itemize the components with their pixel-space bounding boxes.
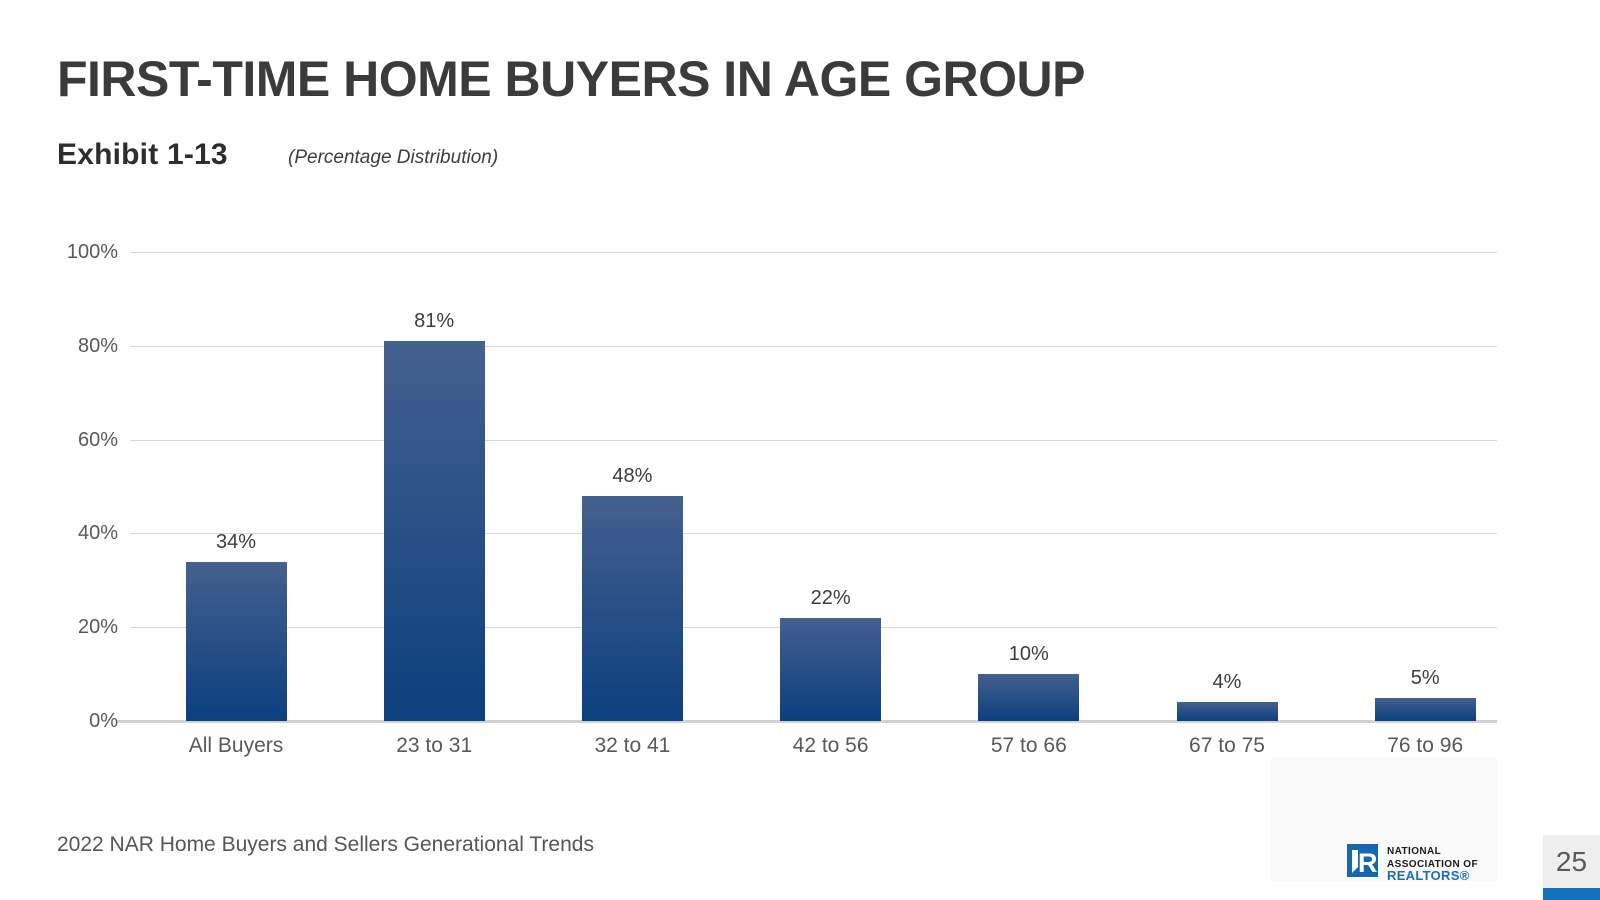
bar-value-label: 22% [810,586,851,609]
nar-logo-line2: ASSOCIATION OF [1387,859,1478,870]
x-axis-category-label: 42 to 56 [792,734,869,757]
logo-background-panel [1271,757,1497,881]
y-axis-tick-label: 80% [77,334,118,357]
bar [780,617,882,721]
page-number: 25 [1555,845,1588,877]
x-axis-category-label: 23 to 31 [396,734,473,757]
y-axis-tick-label: 40% [77,522,118,545]
source-citation: 2022 NAR Home Buyers and Sellers Generat… [57,833,594,856]
gridline [130,533,1497,535]
nar-logo-line3: REALTORS® [1387,868,1470,883]
bar-value-label: 48% [612,464,653,487]
bar [1374,697,1476,721]
page-accent-bar [1543,888,1600,900]
nar-logo-line1: NATIONAL [1387,846,1442,857]
y-axis-tick-label: 0% [89,710,118,732]
bar [978,674,1080,721]
bar-value-label: 4% [1212,671,1242,694]
x-axis-category-label: 76 to 96 [1387,734,1464,757]
gridline [130,252,1497,253]
nar-logo: R NATIONAL ASSOCIATION OF REALTORS® [1347,844,1490,883]
y-axis-tick-label: 100% [66,241,118,263]
bar-value-label: 34% [215,530,257,553]
bar-value-label: 5% [1410,666,1440,689]
bar-value-label: 10% [1008,643,1049,666]
bar [185,561,287,721]
x-axis-category-label: 32 to 41 [594,734,671,757]
chart-subtitle: (Percentage Distribution) [288,147,499,168]
svg-text:R: R [1358,848,1378,877]
x-axis-category-label: All Buyers [188,734,284,757]
exhibit-label: Exhibit 1-13 [57,138,228,171]
x-axis-category-label: 67 to 75 [1189,734,1265,757]
y-axis-tick-label: 20% [77,616,118,639]
gridline [130,439,1497,441]
y-axis-tick-label: 60% [77,428,118,451]
bar [581,495,683,721]
bar [1176,702,1278,721]
page-number-badge: 25 [1543,835,1600,888]
bar [383,341,485,721]
gridline [130,345,1497,347]
page-title: FIRST-TIME HOME BUYERS IN AGE GROUP [57,51,1085,107]
x-axis-line [116,720,1497,723]
bar-value-label: 81% [414,310,455,333]
nar-logo-text: NATIONAL ASSOCIATION OF REALTORS® [1387,844,1478,883]
x-axis-category-label: 57 to 66 [990,734,1067,757]
